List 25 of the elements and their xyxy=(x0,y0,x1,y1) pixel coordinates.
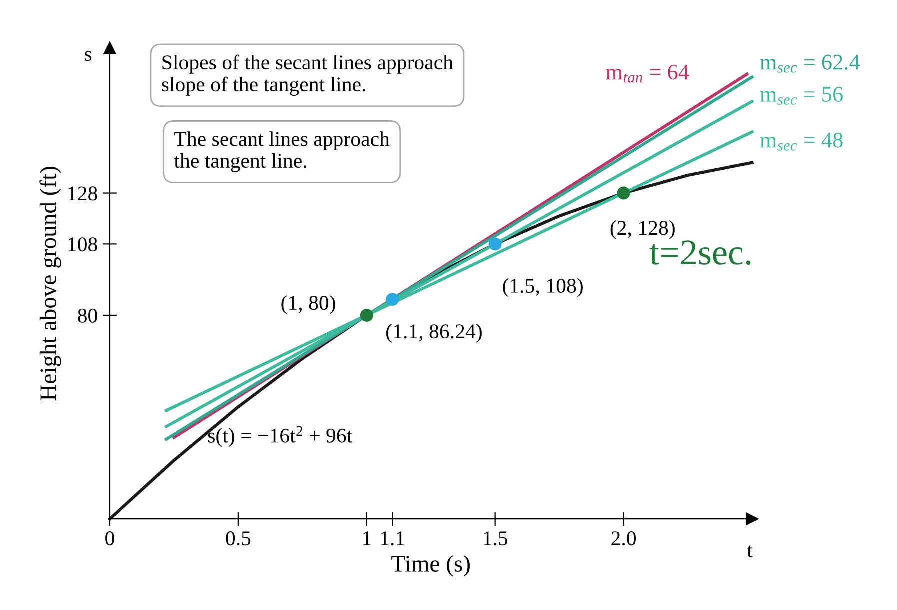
x-tick-label: 1 xyxy=(363,532,371,546)
text: s xyxy=(85,51,92,62)
y-tick-label: 80 xyxy=(78,308,98,323)
annotation: (1.1, 86.24) xyxy=(386,324,482,343)
x-tick-label: 0.5 xyxy=(226,532,251,546)
annotation: t=2sec. xyxy=(650,240,751,266)
x-tick-label: 1.1 xyxy=(381,532,404,546)
annotation: Slopes of the secant lines approach slope of the tangent line. xyxy=(162,54,454,96)
annotation: (1.5, 108) xyxy=(503,278,583,298)
text: t xyxy=(747,546,753,558)
annotation: s(t) = −16t$^{2}$ + 96t xyxy=(208,426,353,448)
x-axis-title: Time (s) xyxy=(392,555,470,577)
y-axis-title: Height above ground (ft) xyxy=(40,166,62,401)
x-tick-label: 0 xyxy=(106,532,114,546)
x-tick-label: 1.5 xyxy=(484,532,508,546)
annotation: (1, 80) xyxy=(282,295,336,314)
series-label: m$_{tan}$ = 64 xyxy=(606,64,690,83)
annotation: (2, 128) xyxy=(610,220,675,240)
series-label: m$_{sec}$ = 56 xyxy=(760,87,843,105)
annotation: The secant lines approach the tangent line. xyxy=(174,132,390,172)
series-label: m$_{sec}$ = 62.4 xyxy=(760,54,860,73)
y-tick-label: 108 xyxy=(68,238,98,252)
series-label: m$_{sec}$ = 48 xyxy=(760,132,843,151)
y-tick-label: 128 xyxy=(68,186,98,201)
x-tick-label: 2.0 xyxy=(612,532,636,546)
